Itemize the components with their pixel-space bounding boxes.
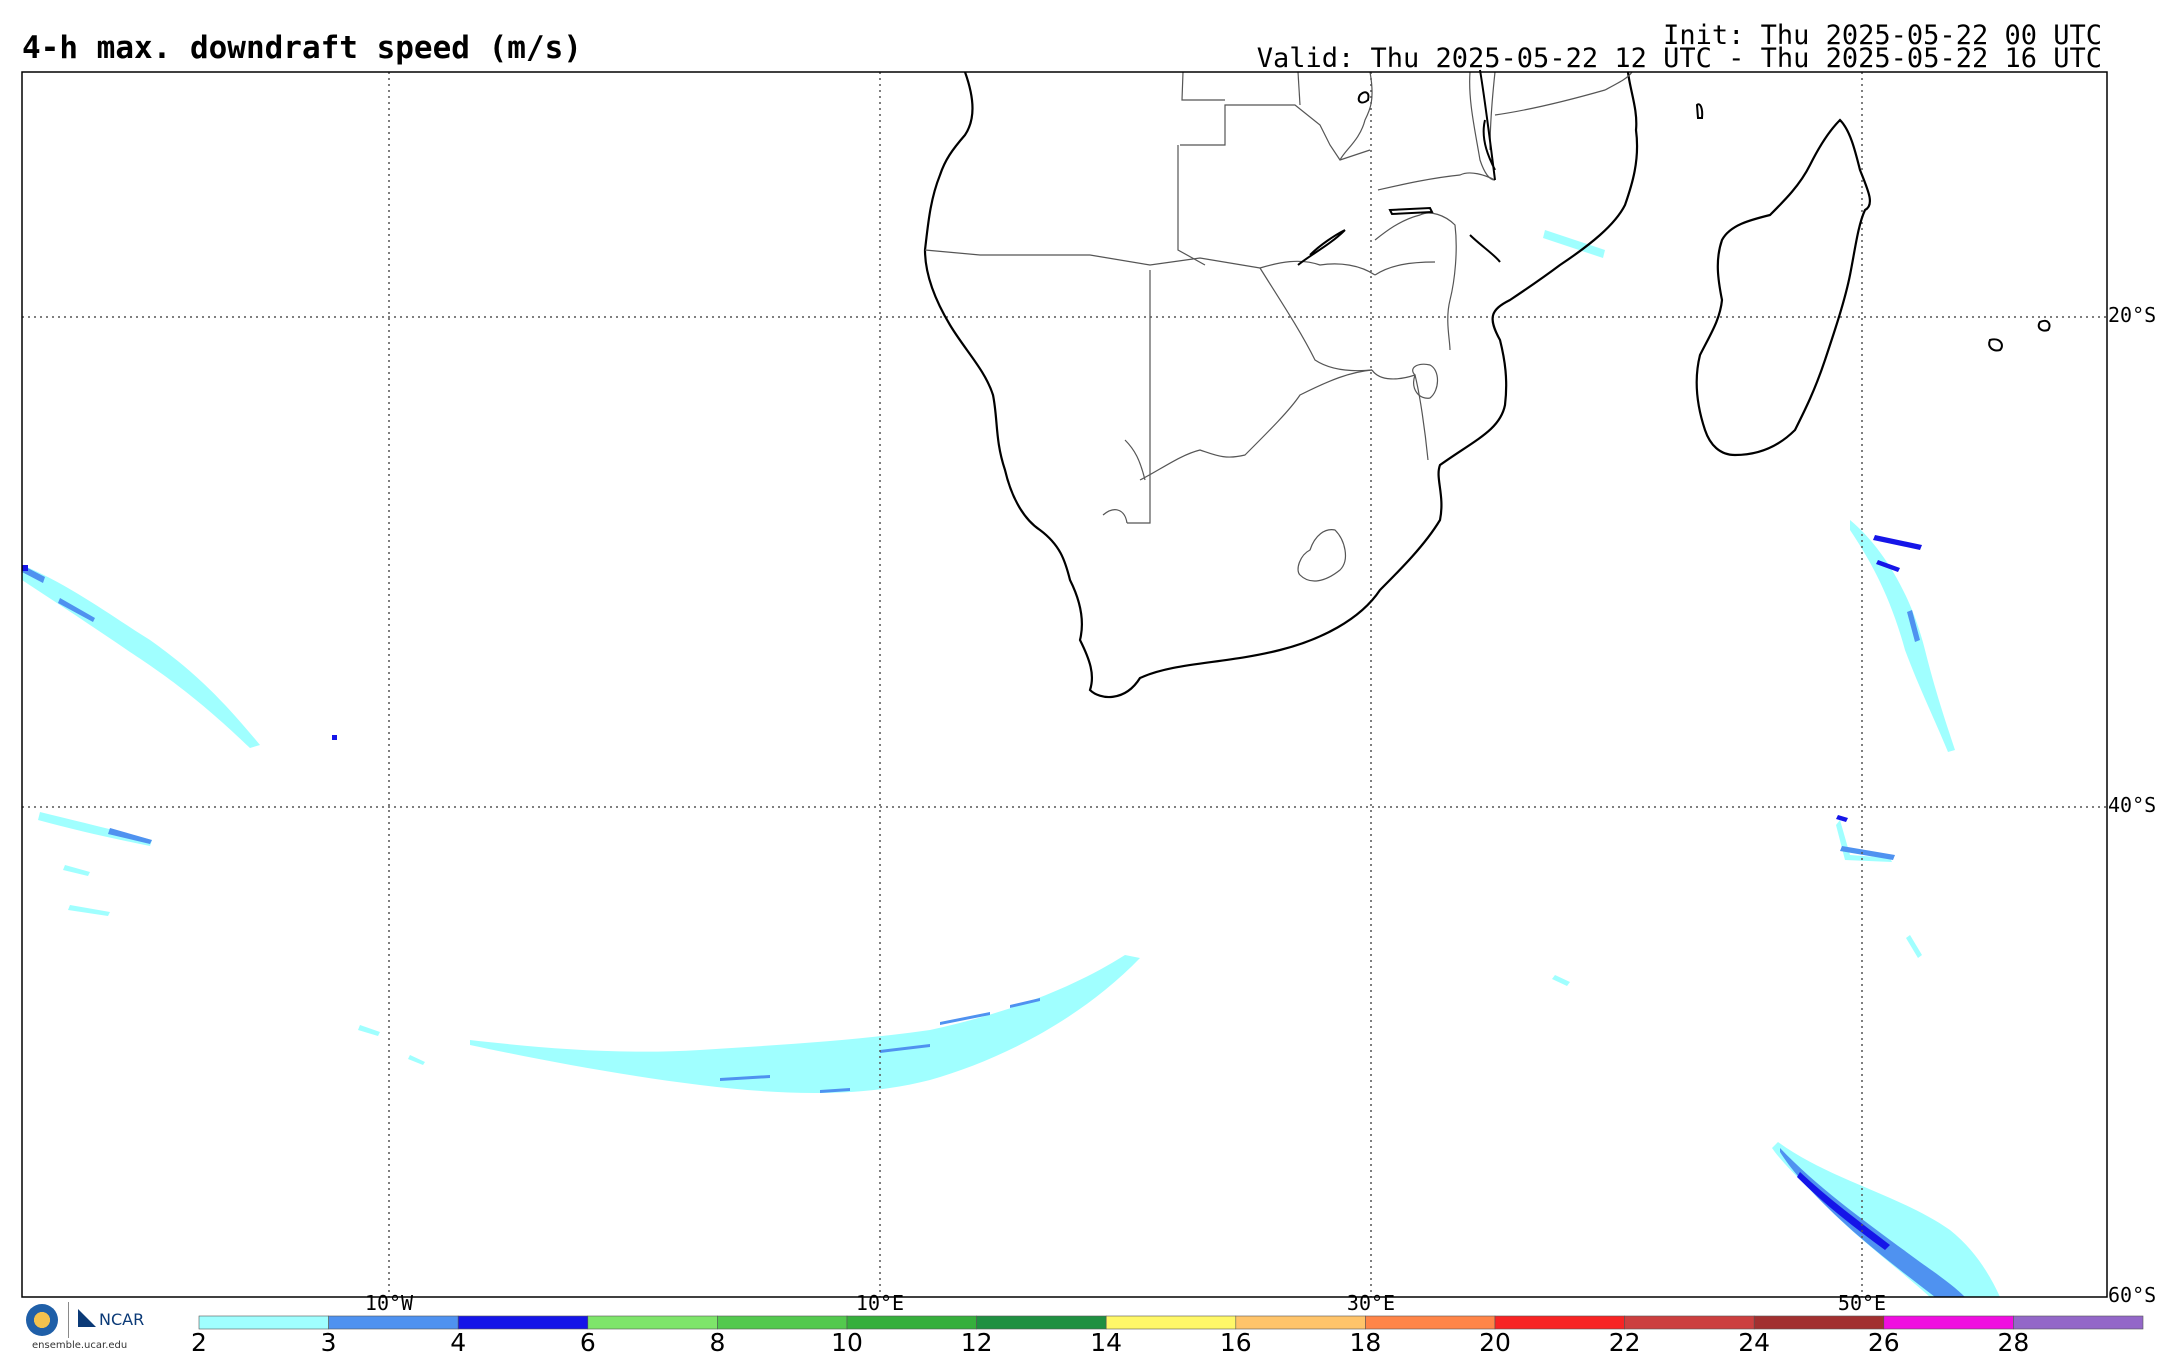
- colorbar-tick-label: 28: [1997, 1328, 2030, 1357]
- colorbar-tick-label: 2: [191, 1328, 207, 1357]
- colorbar-tick-label: 16: [1219, 1328, 1252, 1357]
- africa-coastline: [923, 71, 1639, 699]
- shading-south-atlantic-band-tail: [408, 1055, 425, 1065]
- colorbar-tick-label: 6: [579, 1328, 596, 1357]
- colorbar-tick-label: 14: [1090, 1328, 1123, 1357]
- colorbar-tick-label: 26: [1867, 1328, 1900, 1357]
- ncar-wordmark: NCAR: [99, 1310, 145, 1329]
- colorbar-swatch: [1105, 1315, 1237, 1330]
- shading-dot: [332, 735, 337, 740]
- lakes: [1297, 69, 1501, 266]
- gridlines: [22, 72, 2107, 1297]
- small-islands: [1695, 103, 2051, 352]
- lat-label: 20°S: [2108, 303, 2157, 327]
- colorbar-swatch: [328, 1315, 459, 1330]
- map-title: 4-h max. downdraft speed (m/s): [22, 30, 582, 66]
- logo-url: ensemble.ucar.edu: [32, 1340, 128, 1351]
- colorbar-swatch: [1365, 1315, 1496, 1330]
- ncar-mark-icon: [78, 1309, 96, 1327]
- lon-label: 30°E: [1346, 1291, 1396, 1315]
- shading-dot: [22, 565, 28, 571]
- valid-time: Valid: Thu 2025-05-22 12 UTC - Thu 2025-…: [1256, 43, 2102, 74]
- colorbar-swatch: [1883, 1315, 2014, 1330]
- downdraft-shading: [22, 230, 2000, 1297]
- shading-indian-ocean-east-core: [1836, 535, 1922, 822]
- colorbar-swatch: [587, 1315, 718, 1330]
- nsf-seal-icon: [26, 1304, 58, 1336]
- colorbar-tick-label: 3: [320, 1328, 337, 1357]
- colorbar-swatch: [976, 1315, 1107, 1330]
- ncar-nsf-logo: NCAR ensemble.ucar.edu: [22, 1300, 162, 1354]
- colorbar-tick-label: 24: [1738, 1328, 1771, 1357]
- madagascar-outline: [1695, 118, 1872, 457]
- shading-indian-ocean-east-mid: [1840, 610, 1920, 860]
- colorbar-swatch: [1753, 1315, 1885, 1330]
- lon-label: 10°W: [364, 1291, 414, 1315]
- colorbar-swatch: [846, 1315, 977, 1330]
- colorbar-swatch: [457, 1315, 589, 1330]
- colorbar-tick-label: 10: [831, 1328, 863, 1357]
- colorbar-swatch: [198, 1315, 329, 1330]
- colorbar-tick-label: 20: [1479, 1328, 1511, 1357]
- logo-divider: [68, 1302, 69, 1338]
- shading-south-atlantic-band-tail: [358, 1025, 380, 1036]
- colorbar-tick-label: 18: [1349, 1328, 1382, 1357]
- colorbar-swatch: [2013, 1315, 2144, 1330]
- shading-southeast-system-mid: [1780, 1148, 1965, 1297]
- colorbar-swatch: [1624, 1315, 1755, 1330]
- map-frame: [21, 71, 2108, 1298]
- init-time: Init: Thu 2025-05-22 00 UTC: [1663, 20, 2102, 51]
- shading-southeast-system-core: [1797, 1172, 1890, 1250]
- colorbar-swatch: [1494, 1315, 1625, 1330]
- lat-label: 40°S: [2108, 793, 2157, 817]
- shading-south-atlantic-band-core: [720, 998, 1040, 1093]
- lat-label: 60°S: [2108, 1283, 2157, 1307]
- country-borders: [924, 71, 1633, 582]
- lon-label: 10°E: [855, 1291, 905, 1315]
- colorbar-swatch: [1235, 1315, 1366, 1330]
- colorbar-tick-label: 8: [709, 1328, 726, 1357]
- colorbar-swatch: [717, 1315, 848, 1330]
- shading-south-atlantic-band: [470, 955, 1140, 1094]
- shading-southeast-system: [1772, 1142, 2000, 1297]
- lon-label: 50°E: [1837, 1291, 1887, 1315]
- colorbar-tick-label: 4: [450, 1328, 467, 1357]
- colorbar-tick-label: 12: [960, 1328, 993, 1357]
- colorbar-tick-label: 22: [1608, 1328, 1641, 1357]
